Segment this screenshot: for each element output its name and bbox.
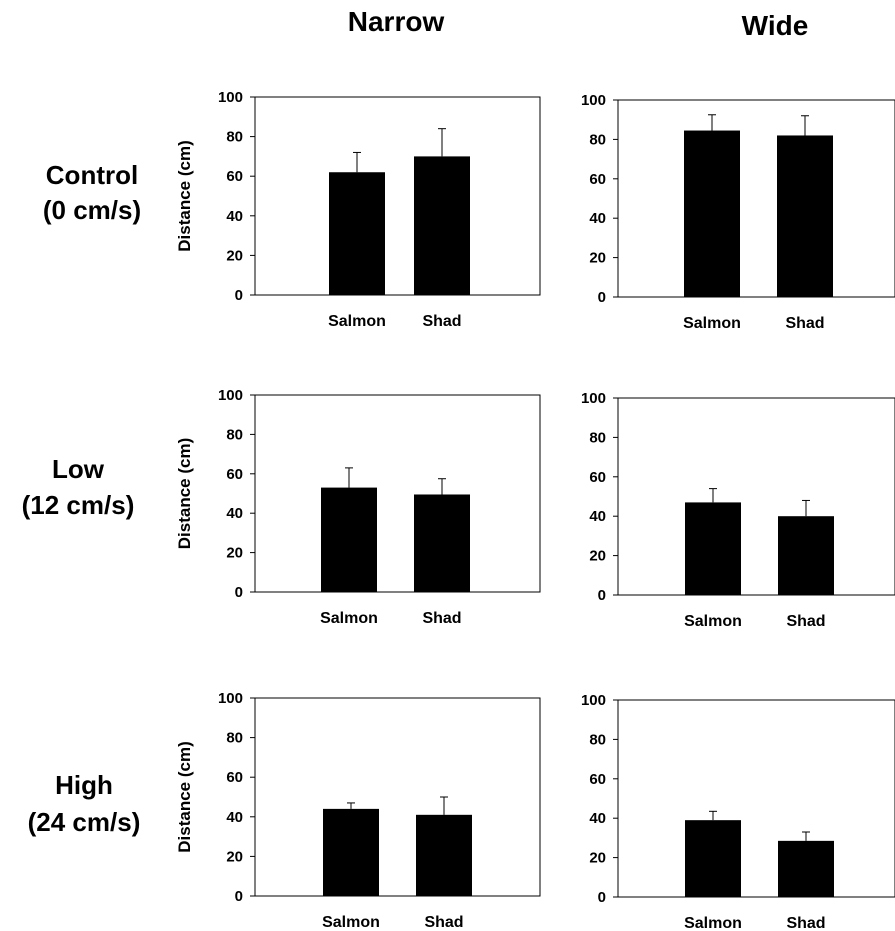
row-header-control-line1: Control bbox=[46, 160, 138, 190]
y-tick-label: 0 bbox=[598, 587, 606, 604]
y-tick-label: 60 bbox=[226, 466, 243, 483]
y-tick-label: 40 bbox=[589, 810, 606, 827]
y-tick-label: 20 bbox=[589, 548, 606, 565]
y-tick-label: 0 bbox=[235, 287, 243, 304]
y-tick-label: 40 bbox=[226, 505, 243, 522]
y-tick-label: 20 bbox=[226, 247, 243, 264]
category-label-shad: Shad bbox=[785, 315, 824, 332]
column-header-wide: Wide bbox=[742, 10, 809, 41]
chart-panel-3: 0 20 40 60 80 100 Salmon Shad Distance (cm) bbox=[175, 387, 541, 627]
bar-salmon bbox=[684, 130, 740, 297]
y-tick-label: 60 bbox=[589, 171, 606, 188]
bar-salmon bbox=[685, 502, 741, 595]
row-header-low-line1: Low bbox=[52, 454, 105, 484]
y-tick-label: 100 bbox=[218, 690, 243, 707]
y-tick-label: 0 bbox=[235, 888, 243, 905]
row-header-control-line2: (0 cm/s) bbox=[43, 195, 141, 225]
y-tick-label: 100 bbox=[581, 92, 606, 109]
y-axis-label: Distance (cm) bbox=[175, 140, 194, 251]
category-label-shad: Shad bbox=[786, 915, 825, 931]
bar-salmon bbox=[321, 487, 377, 592]
bar-salmon bbox=[323, 808, 379, 896]
y-tick-label: 60 bbox=[226, 769, 243, 786]
y-tick-label: 60 bbox=[589, 469, 606, 486]
y-tick-label: 100 bbox=[218, 89, 243, 106]
plot-frame bbox=[254, 697, 541, 897]
y-tick-label: 20 bbox=[589, 850, 606, 867]
category-label-salmon: Salmon bbox=[320, 610, 378, 627]
y-tick-label: 40 bbox=[589, 210, 606, 227]
plot-frame bbox=[254, 96, 541, 296]
bar-salmon bbox=[685, 820, 741, 897]
y-tick-label: 80 bbox=[226, 426, 243, 443]
category-label-shad: Shad bbox=[422, 313, 461, 330]
y-axis-label: Distance (cm) bbox=[175, 741, 194, 852]
category-label-salmon: Salmon bbox=[684, 613, 742, 630]
y-tick-label: 40 bbox=[226, 809, 243, 826]
y-tick-label: 60 bbox=[589, 771, 606, 788]
plot-frame bbox=[617, 99, 895, 298]
plot-frame bbox=[617, 699, 895, 898]
category-label-shad: Shad bbox=[422, 610, 461, 627]
chart-panel-4: 0 20 40 60 80 100 Salmon Shad bbox=[581, 390, 895, 630]
y-tick-label: 80 bbox=[226, 129, 243, 146]
y-tick-label: 40 bbox=[226, 208, 243, 225]
bar-shad bbox=[777, 135, 833, 297]
chart-panel-2: 0 20 40 60 80 100 Salmon Shad bbox=[581, 92, 895, 332]
chart-panel-5: 0 20 40 60 80 100 Salmon Shad Distance (cm) bbox=[175, 690, 541, 931]
row-header-high-line2: (24 cm/s) bbox=[28, 807, 141, 837]
y-tick-label: 80 bbox=[589, 131, 606, 148]
row-header-low-line2: (12 cm/s) bbox=[22, 490, 135, 520]
y-tick-label: 0 bbox=[598, 289, 606, 306]
y-tick-label: 20 bbox=[226, 545, 243, 562]
y-tick-label: 60 bbox=[226, 168, 243, 185]
y-tick-label: 80 bbox=[589, 731, 606, 748]
category-label-shad: Shad bbox=[786, 613, 825, 630]
y-tick-label: 0 bbox=[598, 889, 606, 906]
y-tick-label: 80 bbox=[589, 429, 606, 446]
bar-shad bbox=[778, 516, 834, 595]
y-tick-label: 100 bbox=[581, 692, 606, 709]
category-label-salmon: Salmon bbox=[684, 915, 742, 931]
category-label-salmon: Salmon bbox=[683, 315, 741, 332]
y-tick-label: 40 bbox=[589, 508, 606, 525]
y-axis-label: Distance (cm) bbox=[175, 438, 194, 549]
plot-frame bbox=[254, 394, 541, 593]
y-tick-label: 20 bbox=[589, 250, 606, 267]
category-label-salmon: Salmon bbox=[328, 313, 386, 330]
category-label-salmon: Salmon bbox=[322, 914, 380, 931]
chart-panel-6: 0 20 40 60 80 100 Salmon Shad bbox=[581, 692, 895, 931]
chart-panel-1: 0 20 40 60 80 100 Salmon Shad Distance (cm) bbox=[175, 89, 541, 330]
bar-shad bbox=[414, 156, 470, 295]
category-label-shad: Shad bbox=[424, 914, 463, 931]
bar-salmon bbox=[329, 172, 385, 295]
bar-shad bbox=[414, 494, 470, 592]
y-tick-label: 100 bbox=[581, 390, 606, 407]
plot-frame bbox=[617, 397, 895, 596]
y-tick-label: 0 bbox=[235, 584, 243, 601]
column-header-narrow: Narrow bbox=[348, 6, 445, 37]
y-tick-label: 20 bbox=[226, 848, 243, 865]
bar-shad bbox=[416, 814, 472, 896]
y-tick-label: 80 bbox=[226, 730, 243, 747]
row-header-high-line1: High bbox=[55, 770, 113, 800]
y-tick-label: 100 bbox=[218, 387, 243, 404]
bar-shad bbox=[778, 840, 834, 897]
